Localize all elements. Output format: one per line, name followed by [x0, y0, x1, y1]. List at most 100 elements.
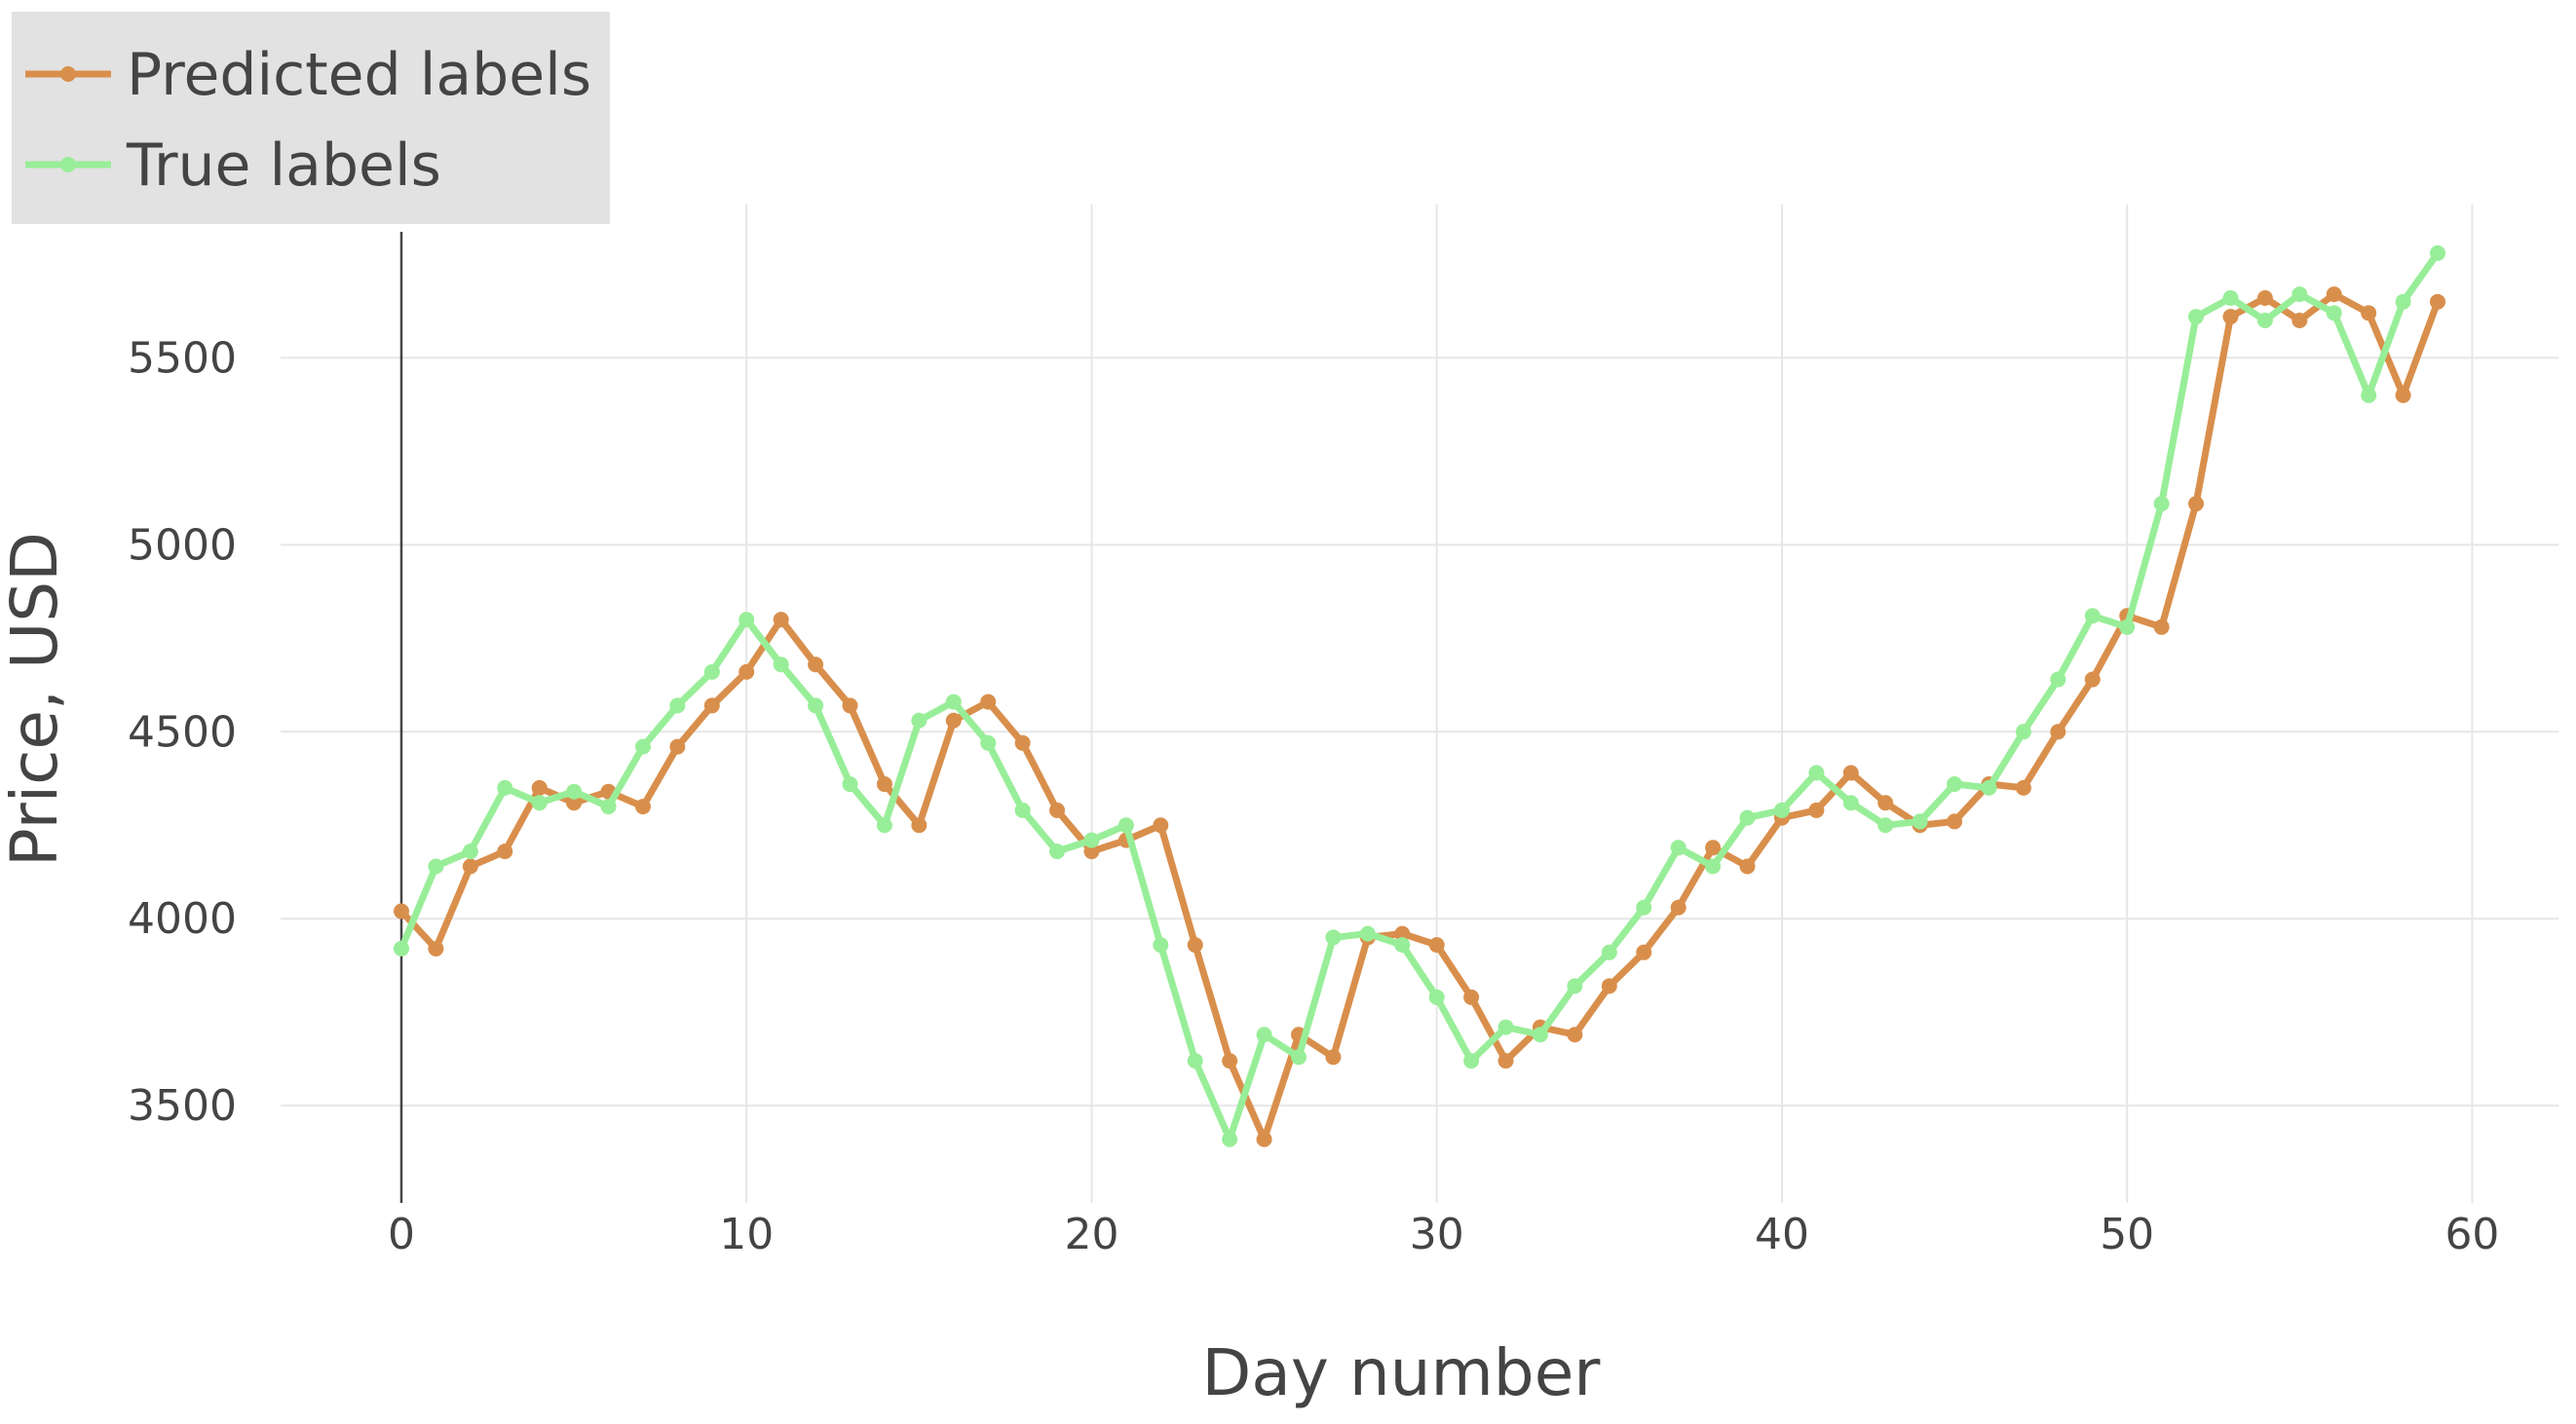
data-point[interactable]	[1153, 817, 1169, 834]
data-point[interactable]	[773, 656, 789, 673]
data-point[interactable]	[1947, 776, 1963, 793]
data-point[interactable]	[2050, 724, 2066, 740]
data-point[interactable]	[2395, 293, 2411, 310]
data-point[interactable]	[2050, 671, 2066, 688]
data-point[interactable]	[1497, 1053, 1514, 1069]
data-point[interactable]	[1083, 843, 1100, 860]
data-point[interactable]	[1842, 765, 1859, 781]
data-point[interactable]	[808, 656, 824, 673]
data-point[interactable]	[2292, 313, 2308, 329]
data-point[interactable]	[911, 817, 928, 834]
data-point[interactable]	[1705, 858, 1722, 875]
data-point[interactable]	[739, 612, 755, 628]
data-point[interactable]	[2015, 724, 2031, 740]
data-point[interactable]	[1394, 925, 1411, 942]
data-point[interactable]	[2292, 286, 2308, 303]
data-point[interactable]	[1670, 840, 1686, 856]
data-point[interactable]	[2153, 496, 2170, 512]
data-point[interactable]	[1256, 1027, 1272, 1043]
data-point[interactable]	[2361, 387, 2377, 403]
data-point[interactable]	[703, 697, 720, 714]
data-point[interactable]	[1670, 899, 1686, 916]
data-point[interactable]	[876, 776, 892, 793]
data-point[interactable]	[808, 697, 824, 714]
data-point[interactable]	[462, 843, 478, 860]
data-point[interactable]	[566, 795, 583, 811]
data-point[interactable]	[945, 693, 962, 710]
data-point[interactable]	[1497, 1019, 1514, 1035]
data-point[interactable]	[1981, 779, 1997, 796]
data-point[interactable]	[2084, 671, 2101, 688]
data-point[interactable]	[497, 843, 513, 860]
data-point[interactable]	[1567, 1027, 1583, 1043]
data-point[interactable]	[1083, 832, 1100, 848]
data-point[interactable]	[669, 697, 686, 714]
data-point[interactable]	[2188, 496, 2205, 512]
data-point[interactable]	[1877, 817, 1894, 834]
data-point[interactable]	[428, 858, 444, 875]
data-point[interactable]	[773, 612, 789, 628]
data-point[interactable]	[1877, 795, 1894, 811]
data-point[interactable]	[2395, 387, 2411, 403]
data-point[interactable]	[1739, 858, 1756, 875]
data-point[interactable]	[1705, 840, 1722, 856]
data-point[interactable]	[1739, 809, 1756, 826]
data-point[interactable]	[600, 799, 617, 815]
data-point[interactable]	[1256, 1131, 1272, 1147]
data-point[interactable]	[393, 903, 409, 919]
data-point[interactable]	[2153, 618, 2170, 635]
data-point[interactable]	[1187, 1053, 1203, 1069]
data-point[interactable]	[1014, 734, 1031, 751]
data-point[interactable]	[462, 858, 478, 875]
data-point[interactable]	[1912, 813, 1928, 830]
data-point[interactable]	[1049, 843, 1066, 860]
data-point[interactable]	[1428, 989, 1445, 1005]
data-point[interactable]	[1567, 978, 1583, 994]
data-point[interactable]	[842, 776, 858, 793]
legend[interactable]: Predicted labels True labels	[12, 12, 610, 224]
data-point[interactable]	[393, 940, 409, 956]
data-point[interactable]	[1808, 765, 1825, 781]
data-point[interactable]	[945, 712, 962, 729]
data-point[interactable]	[1394, 937, 1411, 954]
data-point[interactable]	[2222, 289, 2239, 306]
data-point[interactable]	[1532, 1027, 1548, 1043]
data-point[interactable]	[1222, 1131, 1238, 1147]
data-point[interactable]	[2256, 313, 2273, 329]
data-point[interactable]	[1601, 944, 1617, 960]
data-point[interactable]	[2188, 309, 2205, 325]
data-point[interactable]	[1118, 817, 1134, 834]
data-point[interactable]	[634, 799, 651, 815]
data-point[interactable]	[1842, 795, 1859, 811]
data-point[interactable]	[634, 738, 651, 755]
data-point[interactable]	[2326, 286, 2342, 303]
data-point[interactable]	[2015, 779, 2031, 796]
data-point[interactable]	[1187, 937, 1203, 954]
data-point[interactable]	[842, 697, 858, 714]
legend-item[interactable]: True labels	[25, 131, 441, 200]
data-point[interactable]	[1601, 978, 1617, 994]
data-point[interactable]	[2222, 309, 2239, 325]
data-point[interactable]	[497, 779, 513, 796]
legend-item[interactable]: Predicted labels	[25, 41, 591, 109]
data-point[interactable]	[531, 779, 548, 796]
data-point[interactable]	[911, 712, 928, 729]
data-point[interactable]	[2256, 289, 2273, 306]
data-point[interactable]	[428, 940, 444, 956]
data-point[interactable]	[2326, 305, 2342, 321]
data-point[interactable]	[2084, 608, 2101, 624]
data-point[interactable]	[2430, 244, 2446, 261]
data-point[interactable]	[1359, 925, 1376, 942]
data-point[interactable]	[566, 783, 583, 800]
data-point[interactable]	[669, 738, 686, 755]
data-point[interactable]	[2430, 293, 2446, 310]
data-point[interactable]	[1808, 802, 1825, 818]
data-point[interactable]	[980, 734, 997, 751]
data-point[interactable]	[1463, 989, 1480, 1005]
data-point[interactable]	[1636, 944, 1652, 960]
data-point[interactable]	[1428, 937, 1445, 954]
data-point[interactable]	[1291, 1049, 1307, 1066]
data-point[interactable]	[1325, 929, 1342, 946]
data-point[interactable]	[1636, 899, 1652, 916]
data-point[interactable]	[703, 663, 720, 680]
